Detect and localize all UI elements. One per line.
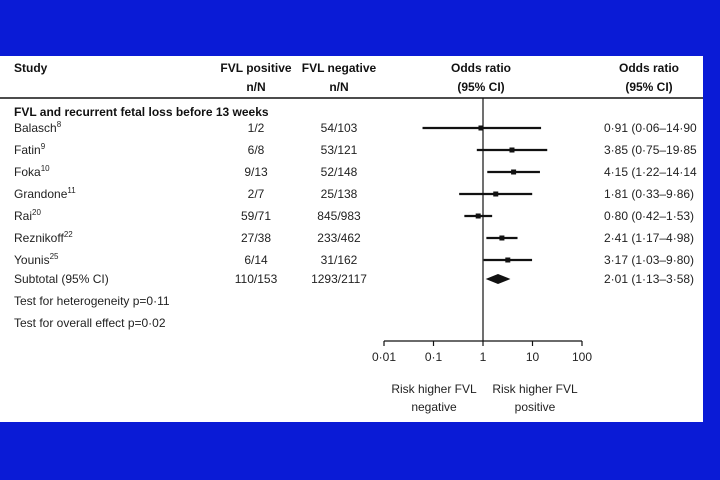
point-estimate <box>499 235 505 241</box>
fvl-negative-subheader: n/N <box>329 80 349 94</box>
study-fvl-negative: 25/138 <box>320 187 358 201</box>
study-name: Younis25 <box>14 252 59 268</box>
study-name: Rai20 <box>14 208 41 224</box>
study-name: Fatin9 <box>14 142 46 158</box>
study-fvl-positive: 27/38 <box>240 231 272 245</box>
point-estimate <box>478 125 484 131</box>
fvl-positive-header: FVL positive <box>220 61 292 75</box>
forest-plot-panel: Study FVL positive n/N FVL negative n/N … <box>0 56 703 422</box>
x-axis-tick-label: 0·1 <box>425 350 443 364</box>
pooled-diamond <box>485 274 511 284</box>
study-odds-ratio: 0·91 (0·06–14·90 <box>604 121 697 135</box>
axis-right-label-line2: positive <box>514 400 556 414</box>
x-axis-tick-label: 1 <box>480 350 487 364</box>
study-fvl-positive: 6/14 <box>244 253 268 267</box>
study-fvl-positive: 1/2 <box>247 121 265 135</box>
study-fvl-negative: 845/983 <box>317 209 361 223</box>
odds-ratio-value-subheader: (95% CI) <box>625 80 673 94</box>
study-fvl-negative: 53/121 <box>320 143 358 157</box>
study-reference: 11 <box>67 186 76 195</box>
fvl-negative-header: FVL negative <box>301 61 377 75</box>
section-title: FVL and recurrent fetal loss before 13 w… <box>14 105 269 119</box>
point-estimate <box>511 169 517 175</box>
point-estimate <box>505 257 511 263</box>
overall-effect-test: Test for overall effect p=0·02 <box>14 316 166 330</box>
study-odds-ratio: 1·81 (0·33–9·86) <box>604 187 695 201</box>
study-odds-ratio: 3·17 (1·03–9·80) <box>604 253 695 267</box>
subtotal-fvl-positive: 110/153 <box>234 272 278 286</box>
study-name: Balasch8 <box>14 120 62 136</box>
study-name: Grandone11 <box>14 186 76 202</box>
heterogeneity-test: Test for heterogeneity p=0·11 <box>14 294 170 308</box>
x-axis-tick-label: 10 <box>526 350 540 364</box>
subtotal-fvl-negative: 1293/2117 <box>311 272 367 286</box>
study-name: Foka10 <box>14 164 50 180</box>
subtotal-odds-ratio: 2·01 (1·13–3·58) <box>604 272 695 286</box>
study-name: Reznikoff22 <box>14 230 73 246</box>
study-odds-ratio: 4·15 (1·22–14·14 <box>604 165 697 179</box>
subtotal-label: Subtotal (95% CI) <box>14 272 109 286</box>
study-fvl-negative: 31/162 <box>320 253 358 267</box>
study-odds-ratio: 3·85 (0·75–19·85 <box>604 143 697 157</box>
odds-ratio-plot-header: Odds ratio <box>450 61 512 75</box>
forest-plot: 0·01 0·1 1 10 100 <box>0 97 703 364</box>
axis-left-label-line1: Risk higher FVL <box>391 382 477 396</box>
study-reference: 10 <box>40 164 50 173</box>
study-fvl-positive: 2/7 <box>247 187 265 201</box>
study-fvl-positive: 9/13 <box>244 165 268 179</box>
study-fvl-negative: 52/148 <box>320 165 358 179</box>
study-odds-ratio: 0·80 (0·42–1·53) <box>604 209 695 223</box>
study-fvl-negative: 54/103 <box>320 121 358 135</box>
point-estimate <box>493 191 499 197</box>
study-fvl-positive: 59/71 <box>240 209 272 223</box>
odds-ratio-plot-subheader: (95% CI) <box>457 80 505 94</box>
study-reference: 22 <box>63 230 73 239</box>
study-reference: 25 <box>49 252 59 261</box>
study-reference: 20 <box>32 208 41 217</box>
axis-right-label-line1: Risk higher FVL <box>492 382 578 396</box>
study-reference: 9 <box>40 142 46 151</box>
study-column-header: Study <box>14 61 48 75</box>
axis-left-label-line2: negative <box>411 400 457 414</box>
point-estimate <box>475 213 481 219</box>
odds-ratio-value-header: Odds ratio <box>618 61 680 75</box>
study-fvl-positive: 6/8 <box>247 143 265 157</box>
point-estimate <box>509 147 515 153</box>
x-axis-tick-label: 0·01 <box>372 350 396 364</box>
study-fvl-negative: 233/462 <box>317 231 361 245</box>
study-odds-ratio: 2·41 (1·17–4·98) <box>604 231 695 245</box>
study-reference: 8 <box>56 120 62 129</box>
fvl-positive-subheader: n/N <box>246 80 266 94</box>
x-axis-tick-label: 100 <box>572 350 592 364</box>
